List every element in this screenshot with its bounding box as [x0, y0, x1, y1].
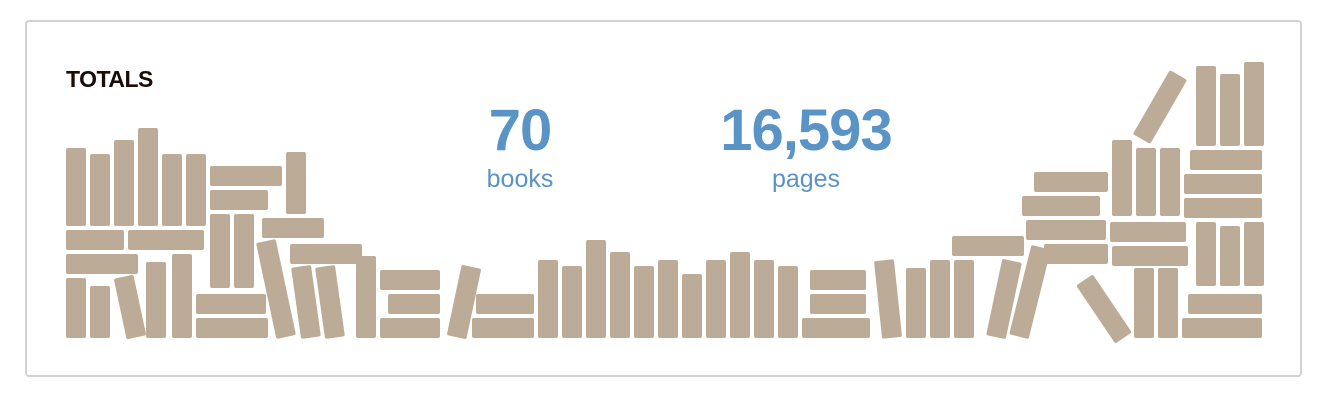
book-spine: [1190, 150, 1262, 170]
book-spine: [128, 230, 204, 250]
book-spine: [1133, 70, 1187, 144]
book-spine: [210, 190, 268, 210]
book-spine: [290, 244, 362, 264]
book-spine: [754, 260, 774, 338]
book-spine: [1196, 222, 1216, 286]
book-spine: [930, 260, 950, 338]
book-spine: [388, 294, 440, 314]
book-spine: [210, 166, 282, 186]
book-spine: [114, 140, 134, 226]
books-count: 70: [488, 98, 553, 163]
book-spine: [1076, 275, 1132, 343]
book-spine: [90, 286, 110, 338]
book-spine: [476, 294, 534, 314]
book-spine: [90, 154, 110, 226]
book-spine: [162, 154, 182, 226]
book-spine: [256, 239, 296, 339]
book-spine: [802, 318, 870, 338]
book-spine: [1160, 148, 1180, 216]
book-spine: [706, 260, 726, 338]
book-spine: [906, 268, 926, 338]
book-spine: [1026, 220, 1106, 240]
books-label: books: [486, 165, 554, 193]
book-spine: [874, 259, 902, 339]
book-spine: [1034, 172, 1108, 192]
book-spine: [1136, 148, 1156, 216]
book-spine: [66, 278, 86, 338]
book-spine: [1184, 174, 1262, 194]
book-spine: [954, 260, 974, 338]
book-spine: [1244, 62, 1264, 146]
book-spine: [447, 265, 481, 339]
book-spine: [1009, 245, 1051, 339]
book-spine: [234, 214, 254, 288]
book-spine: [1044, 244, 1108, 264]
book-spine: [1220, 74, 1240, 146]
book-spine: [1134, 268, 1154, 338]
book-spine: [1158, 268, 1178, 338]
book-spine: [186, 154, 206, 226]
book-spine: [286, 152, 306, 214]
book-spine: [1182, 318, 1262, 338]
book-spine: [1110, 222, 1186, 242]
book-spine: [1188, 294, 1262, 314]
book-spine: [315, 265, 345, 339]
book-spine: [196, 294, 266, 314]
book-spine: [262, 218, 324, 238]
book-spine: [66, 148, 86, 226]
pages-count: 16,593: [720, 98, 892, 163]
book-spine: [810, 294, 866, 314]
book-spine: [682, 274, 702, 338]
book-spine: [380, 270, 440, 290]
book-spine: [172, 254, 192, 338]
book-spine: [114, 274, 146, 340]
book-spine: [658, 260, 678, 338]
book-spine: [146, 262, 166, 338]
book-spine: [586, 240, 606, 338]
book-spine: [952, 236, 1024, 256]
book-spine: [634, 266, 654, 338]
pages-stat: 16,593 pages: [690, 98, 922, 194]
book-spine: [291, 265, 321, 339]
book-spine: [562, 266, 582, 338]
book-spine: [810, 270, 866, 290]
book-spine: [1184, 198, 1262, 218]
book-spine: [730, 252, 750, 338]
book-spine: [472, 318, 534, 338]
book-spine: [1220, 226, 1240, 286]
book-spine: [1022, 196, 1100, 216]
totals-heading: TOTALS: [66, 66, 153, 92]
book-spine: [1244, 222, 1264, 286]
book-spine: [138, 128, 158, 226]
book-spine: [1196, 66, 1216, 146]
book-spine: [380, 318, 440, 338]
books-stat: 70 books: [460, 98, 580, 194]
book-spine: [1112, 246, 1188, 266]
book-spine: [66, 230, 124, 250]
book-spine: [778, 266, 798, 338]
book-spine: [66, 254, 138, 274]
book-spine: [610, 252, 630, 338]
book-spine: [196, 318, 268, 338]
book-spine: [1112, 140, 1132, 216]
pages-label: pages: [771, 165, 841, 193]
book-spine: [538, 260, 558, 338]
book-spine: [210, 214, 230, 288]
book-spine: [986, 259, 1022, 339]
book-spine: [356, 256, 376, 338]
